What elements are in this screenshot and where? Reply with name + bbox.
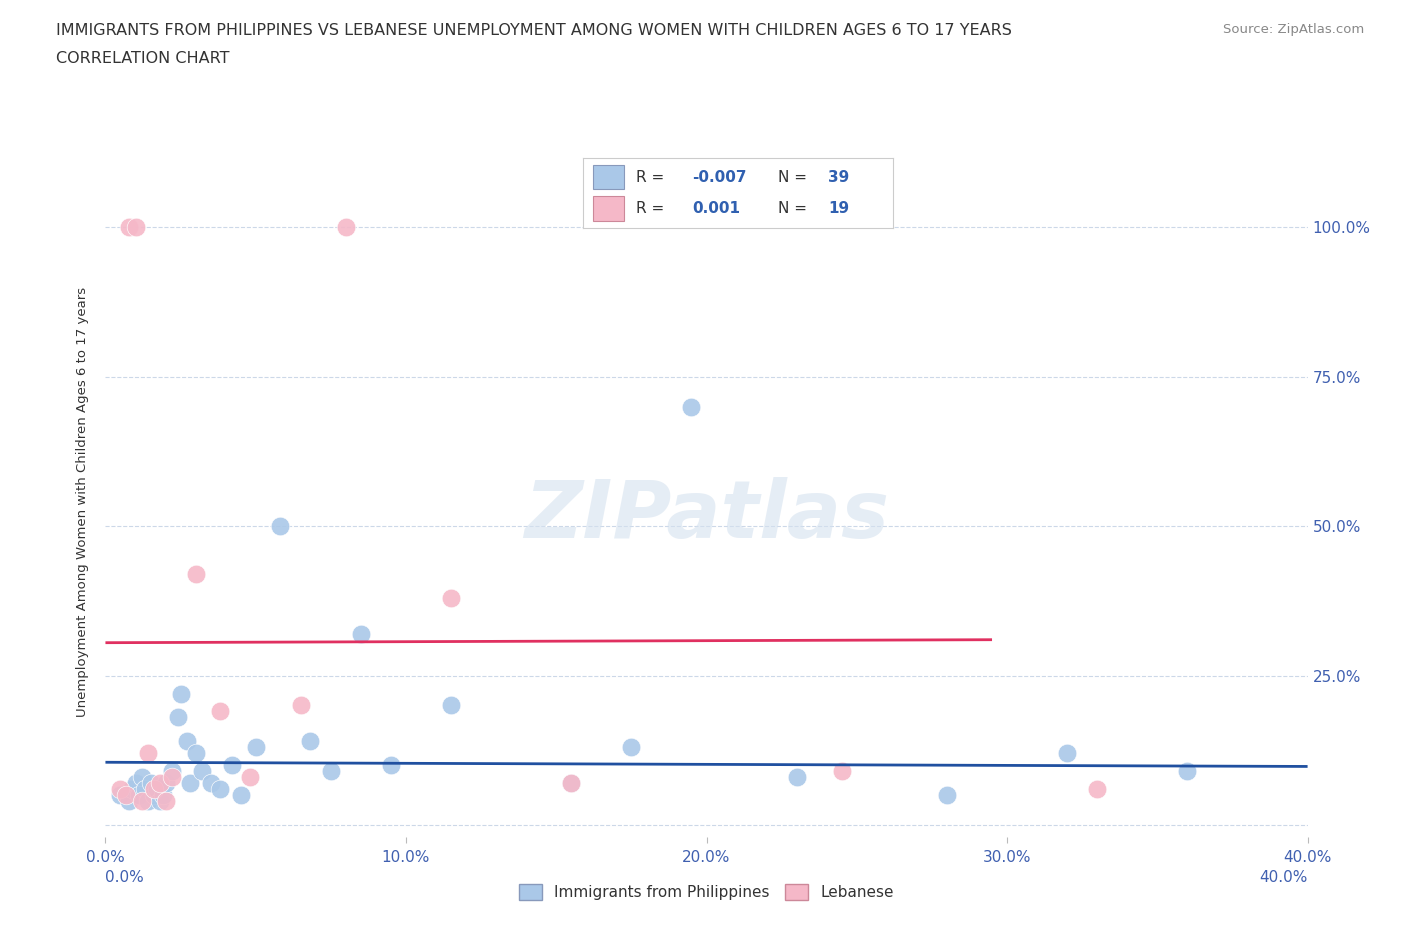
Point	[166, 710, 188, 724]
Point	[245, 740, 267, 755]
Text: N =: N =	[779, 170, 813, 185]
Point	[148, 793, 170, 808]
Point	[128, 788, 150, 803]
Point	[169, 686, 191, 701]
Point	[152, 788, 174, 803]
Text: -0.007: -0.007	[692, 170, 747, 185]
Point	[118, 793, 141, 808]
Text: 40.0%: 40.0%	[1260, 870, 1308, 884]
Point	[134, 782, 156, 797]
Point	[380, 758, 402, 773]
Point	[176, 734, 198, 749]
Point	[142, 788, 165, 803]
Point	[131, 770, 153, 785]
Point	[350, 626, 373, 641]
Point	[229, 788, 252, 803]
Point	[142, 782, 165, 797]
Text: 0.001: 0.001	[692, 201, 740, 216]
Point	[110, 782, 132, 797]
Point	[319, 764, 342, 778]
Text: CORRELATION CHART: CORRELATION CHART	[56, 51, 229, 66]
Point	[145, 782, 167, 797]
Point	[560, 776, 582, 790]
Point	[118, 219, 141, 234]
Point	[208, 782, 231, 797]
Text: Source: ZipAtlas.com: Source: ZipAtlas.com	[1223, 23, 1364, 36]
Point	[681, 399, 703, 414]
Text: IMMIGRANTS FROM PHILIPPINES VS LEBANESE UNEMPLOYMENT AMONG WOMEN WITH CHILDREN A: IMMIGRANTS FROM PHILIPPINES VS LEBANESE …	[56, 23, 1012, 38]
Point	[184, 566, 207, 581]
Text: ZIPatlas: ZIPatlas	[524, 476, 889, 554]
Point	[184, 746, 207, 761]
Point	[221, 758, 243, 773]
Text: 0.0%: 0.0%	[105, 870, 145, 884]
Point	[290, 698, 312, 713]
Point	[136, 793, 159, 808]
Point	[620, 740, 643, 755]
Point	[124, 776, 146, 790]
Point	[440, 591, 463, 605]
Point	[110, 788, 132, 803]
Point	[1085, 782, 1108, 797]
Y-axis label: Unemployment Among Women with Children Ages 6 to 17 years: Unemployment Among Women with Children A…	[76, 287, 90, 717]
Point	[160, 770, 183, 785]
Point	[440, 698, 463, 713]
Point	[560, 776, 582, 790]
Point	[131, 793, 153, 808]
Bar	[593, 166, 624, 190]
Text: R =: R =	[636, 170, 669, 185]
Point	[139, 776, 162, 790]
Bar	[593, 196, 624, 221]
Point	[160, 764, 183, 778]
Point	[136, 746, 159, 761]
Text: N =: N =	[779, 201, 813, 216]
Point	[239, 770, 262, 785]
Point	[200, 776, 222, 790]
Point	[121, 782, 143, 797]
Point	[115, 788, 138, 803]
Text: 39: 39	[828, 170, 849, 185]
Text: R =: R =	[636, 201, 673, 216]
Point	[335, 219, 357, 234]
Point	[124, 219, 146, 234]
Point	[298, 734, 321, 749]
Point	[155, 793, 177, 808]
Text: 19: 19	[828, 201, 849, 216]
Point	[269, 519, 291, 534]
Point	[1056, 746, 1078, 761]
Point	[148, 776, 170, 790]
Point	[208, 704, 231, 719]
Point	[786, 770, 808, 785]
Point	[190, 764, 212, 778]
Point	[155, 776, 177, 790]
Point	[1175, 764, 1198, 778]
Point	[179, 776, 201, 790]
Point	[936, 788, 959, 803]
Legend: Immigrants from Philippines, Lebanese: Immigrants from Philippines, Lebanese	[513, 878, 900, 907]
Point	[831, 764, 853, 778]
